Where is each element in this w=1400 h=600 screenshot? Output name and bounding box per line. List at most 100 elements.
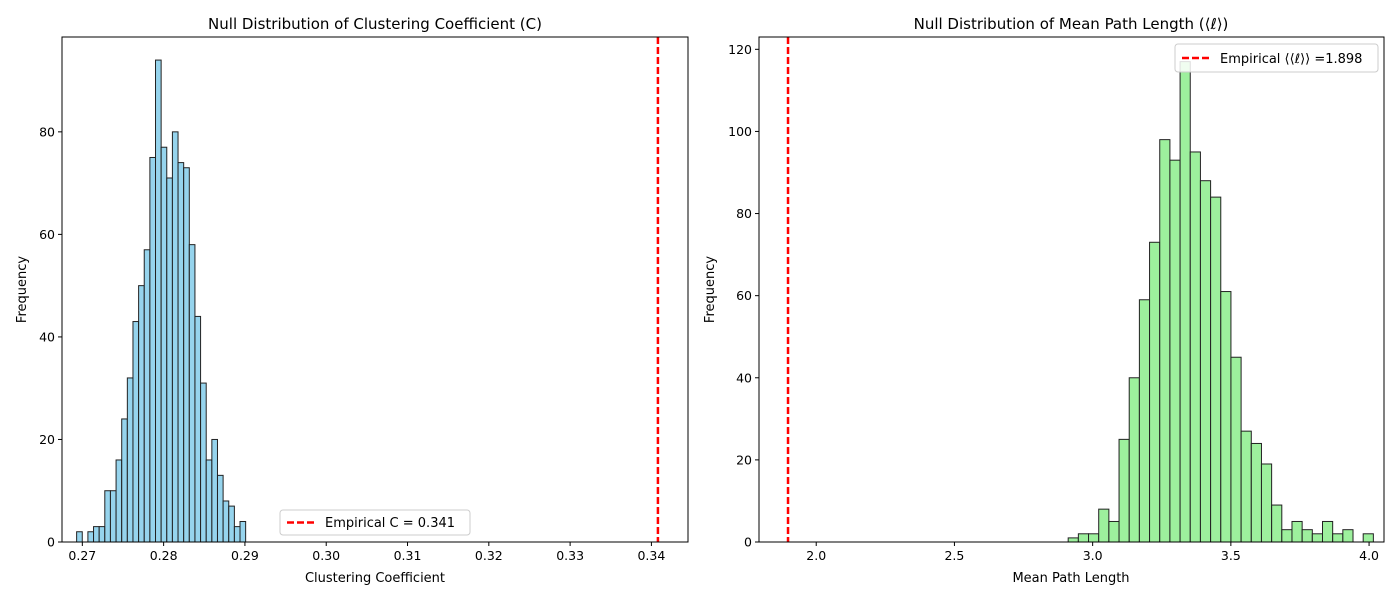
chart-2-legend-label: Empirical ⟨⟨ℓ⟩⟩ =1.898 <box>1220 52 1362 67</box>
x-tick-label: 0.27 <box>68 548 96 563</box>
chart-mean-path-length: Null Distribution of Mean Path Length (⟨… <box>703 15 1385 586</box>
histogram-bar <box>194 315 202 543</box>
histogram-bar <box>104 490 111 543</box>
histogram-bar <box>109 490 117 543</box>
y-tick-label: 120 <box>728 42 752 57</box>
histogram-bar <box>1189 151 1201 543</box>
chart-2-x-ticks: 2.0 2.5 3.0 3.5 4.0 <box>806 542 1379 563</box>
y-tick-label: 0 <box>47 535 55 550</box>
chart-clustering-coefficient: Null Distribution of Clustering Coeffici… <box>15 15 689 586</box>
histogram-bar <box>1301 529 1313 543</box>
histogram-bar <box>1118 438 1130 543</box>
y-tick-label: 20 <box>39 432 55 447</box>
chart-2-legend: Empirical ⟨⟨ℓ⟩⟩ =1.898 <box>1174 43 1379 73</box>
histogram-bar <box>115 459 123 543</box>
histogram-bar <box>233 526 241 543</box>
histogram-bar <box>149 156 157 543</box>
chart-2-y-ticks: 0 20 40 60 80 100 120 <box>728 42 759 550</box>
chart-2-title: Null Distribution of Mean Path Length (⟨… <box>914 15 1229 33</box>
histogram-bar <box>1128 377 1140 543</box>
histogram-bar <box>205 459 213 543</box>
histogram-bar <box>160 146 168 543</box>
x-tick-label: 2.5 <box>944 548 964 563</box>
x-tick-label: 3.5 <box>1221 548 1241 563</box>
chart-1-legend: Empirical C = 0.341 <box>279 509 471 536</box>
x-tick-label: 0.30 <box>312 548 340 563</box>
histogram-bar <box>76 531 83 543</box>
histogram-bar <box>166 177 173 543</box>
histogram-bar <box>171 131 179 543</box>
x-tick-label: 0.31 <box>394 548 422 563</box>
x-tick-label: 2.0 <box>806 548 826 563</box>
histogram-bar <box>1210 196 1222 543</box>
chart-2-bars <box>1067 61 1374 543</box>
x-tick-label: 0.33 <box>556 548 584 563</box>
histogram-bar <box>93 526 100 543</box>
chart-1-y-ticks: 0 20 40 60 80 <box>39 124 62 550</box>
y-tick-label: 60 <box>736 288 752 303</box>
histogram-bar <box>1311 533 1323 543</box>
histogram-bar <box>1077 533 1090 543</box>
histogram-bar <box>1088 533 1100 543</box>
chart-1-x-ticks: 0.27 0.28 0.29 0.30 0.31 0.32 0.33 0.34 <box>68 542 665 563</box>
histogram-bar <box>1108 520 1120 543</box>
chart-1-title: Null Distribution of Clustering Coeffici… <box>208 15 542 33</box>
chart-2-legend-box <box>1174 43 1379 73</box>
histogram-bar <box>211 438 218 543</box>
y-tick-label: 60 <box>39 227 55 242</box>
histogram-bar <box>155 59 162 543</box>
histogram-bar <box>1159 139 1171 543</box>
y-tick-label: 100 <box>728 124 752 139</box>
histogram-bar <box>1230 356 1242 543</box>
histogram-bar <box>1169 159 1181 543</box>
histogram-bar <box>1067 537 1079 543</box>
histogram-bar <box>1250 442 1262 543</box>
histogram-bar <box>132 321 140 543</box>
histogram-bar <box>222 500 230 543</box>
x-tick-label: 0.34 <box>637 548 665 563</box>
histogram-bar <box>1138 299 1151 543</box>
histogram-bar <box>1281 529 1293 543</box>
histogram-bar <box>200 382 207 543</box>
x-tick-label: 3.0 <box>1083 548 1103 563</box>
histogram-bar <box>1291 520 1303 543</box>
y-tick-label: 40 <box>39 329 55 344</box>
histogram-bar <box>1332 533 1344 543</box>
y-tick-label: 0 <box>744 535 752 550</box>
histogram-bar <box>183 167 190 543</box>
x-tick-label: 4.0 <box>1359 548 1379 563</box>
histogram-bar <box>87 531 95 543</box>
histogram-bar <box>1342 529 1354 543</box>
chart-1-legend-label: Empirical C = 0.341 <box>325 516 455 531</box>
chart-2-plot-frame <box>758 36 1385 543</box>
chart-1-legend-box <box>279 509 471 536</box>
x-tick-label: 0.28 <box>150 548 178 563</box>
histogram-bar <box>1199 180 1212 543</box>
chart-1-bars <box>76 59 247 543</box>
histogram-bar <box>1362 533 1374 543</box>
chart-1-y-axis-label: Frequency <box>15 256 30 323</box>
y-tick-label: 80 <box>39 124 55 139</box>
chart-2-x-axis-label: Mean Path Length <box>1012 571 1129 586</box>
histogram-bar <box>1322 520 1334 543</box>
y-tick-label: 80 <box>736 206 752 221</box>
y-tick-label: 20 <box>736 452 752 467</box>
histogram-bar <box>1149 241 1161 543</box>
x-tick-label: 0.32 <box>475 548 503 563</box>
histogram-bar <box>177 162 185 543</box>
histogram-bar <box>126 377 134 543</box>
histogram-bar <box>188 244 196 543</box>
y-tick-label: 40 <box>736 370 752 385</box>
histogram-bar <box>1220 291 1232 543</box>
histogram-bar <box>1260 463 1273 543</box>
histogram-bar <box>1098 508 1110 543</box>
histogram-bar <box>228 505 235 543</box>
histogram-bar <box>1240 430 1252 543</box>
histogram-bar <box>121 418 128 543</box>
histogram-bar <box>98 526 106 543</box>
chart-2-y-axis-label: Frequency <box>703 256 718 323</box>
chart-1-x-axis-label: Clustering Coefficient <box>305 571 445 586</box>
histogram-bar <box>138 285 145 543</box>
chart-1-plot-frame <box>61 36 689 543</box>
